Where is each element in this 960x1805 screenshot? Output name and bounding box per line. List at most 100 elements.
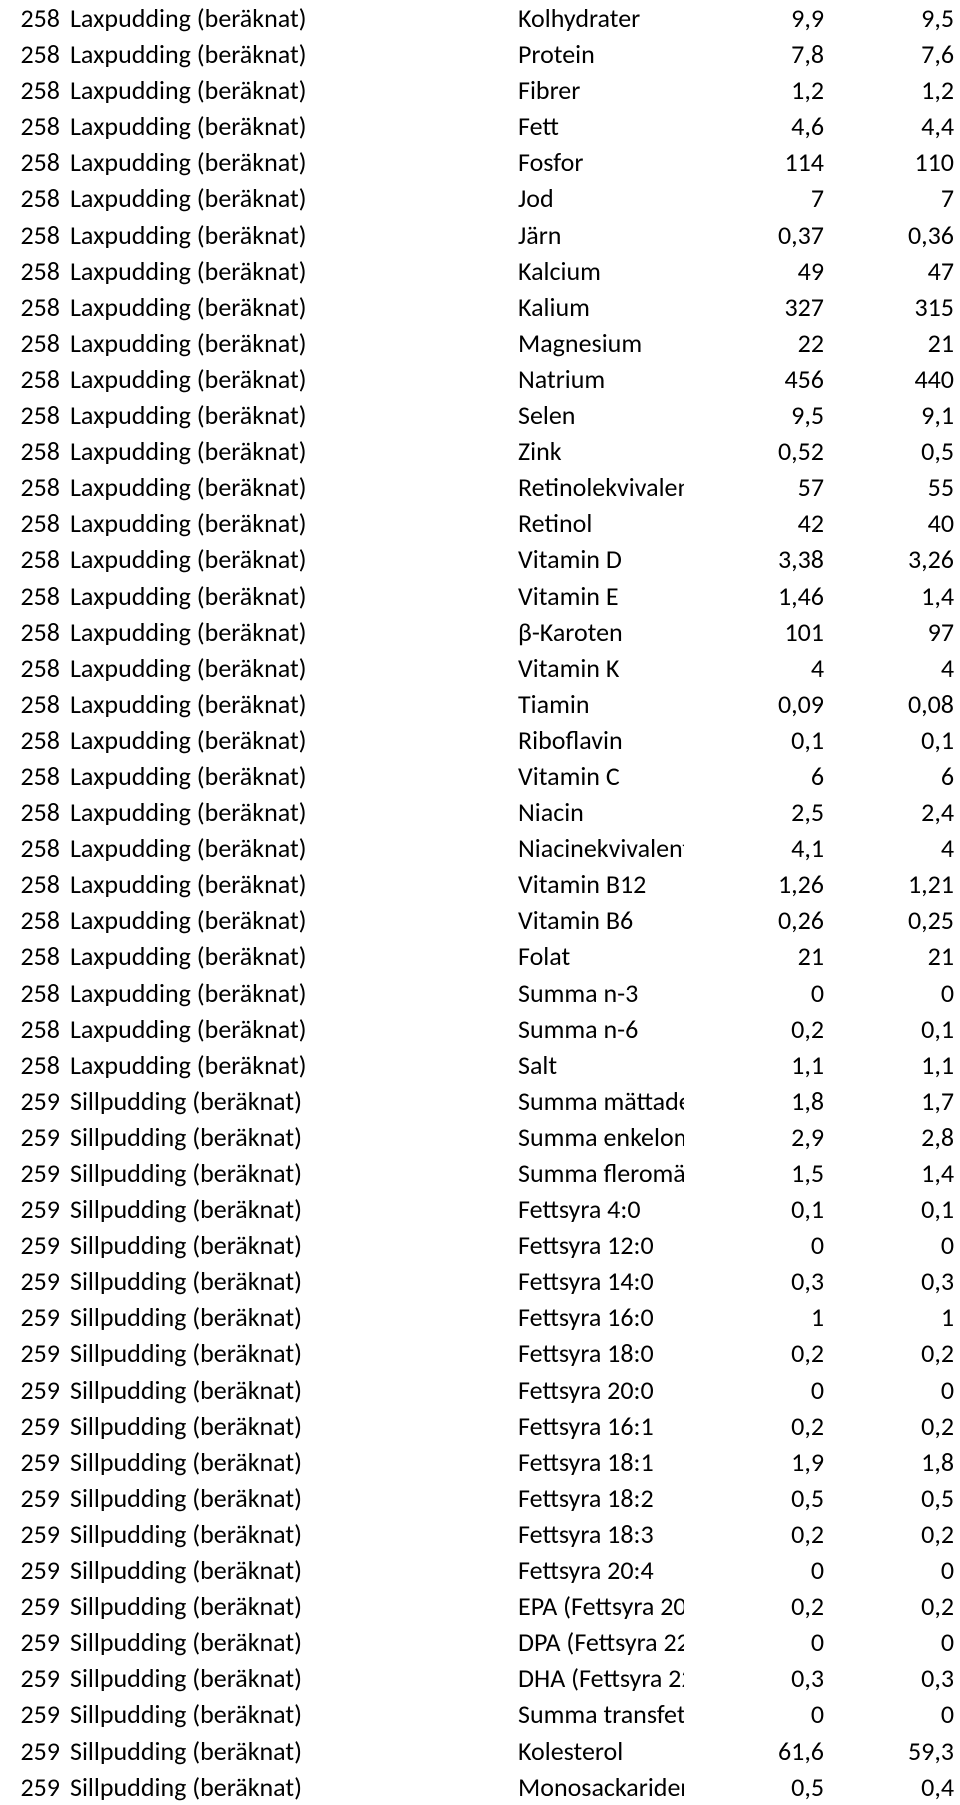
cell-nutrient: Kalcium — [518, 253, 684, 289]
cell-name: Laxpudding (beräknat) — [70, 578, 518, 614]
cell-id: 258 — [0, 217, 70, 253]
cell-value-2: 2,8 — [844, 1119, 954, 1155]
cell-nutrient: Kolhydrater — [518, 0, 684, 36]
cell-value-1: 0,37 — [684, 217, 844, 253]
cell-nutrient: Fettsyra 18:1 — [518, 1444, 684, 1480]
cell-value-2: 0,3 — [844, 1660, 954, 1696]
cell-value-2: 0,5 — [844, 433, 954, 469]
cell-value-2: 0,2 — [844, 1335, 954, 1371]
cell-value-2: 0 — [844, 1227, 954, 1263]
table-row: 258Laxpudding (beräknat)Protein7,87,6 — [0, 36, 960, 72]
cell-id: 258 — [0, 0, 70, 36]
cell-name: Laxpudding (beräknat) — [70, 397, 518, 433]
cell-id: 258 — [0, 144, 70, 180]
cell-nutrient: Fettsyra 16:1 — [518, 1408, 684, 1444]
cell-nutrient: DHA (Fettsyra 22:6) — [518, 1660, 684, 1696]
cell-nutrient: Salt — [518, 1047, 684, 1083]
cell-value-2: 0,25 — [844, 902, 954, 938]
cell-value-1: 3,38 — [684, 541, 844, 577]
cell-value-1: 0,52 — [684, 433, 844, 469]
cell-id: 258 — [0, 180, 70, 216]
cell-name: Sillpudding (beräknat) — [70, 1191, 518, 1227]
cell-name: Laxpudding (beräknat) — [70, 758, 518, 794]
table-row: 258Laxpudding (beräknat)Fosfor114110 — [0, 144, 960, 180]
table-row: 258Laxpudding (beräknat)Natrium456440 — [0, 361, 960, 397]
cell-name: Laxpudding (beräknat) — [70, 830, 518, 866]
cell-value-1: 9,9 — [684, 0, 844, 36]
cell-name: Laxpudding (beräknat) — [70, 938, 518, 974]
cell-id: 258 — [0, 938, 70, 974]
cell-nutrient: Kalium — [518, 289, 684, 325]
cell-id: 259 — [0, 1552, 70, 1588]
cell-name: Sillpudding (beräknat) — [70, 1408, 518, 1444]
cell-value-2: 4 — [844, 830, 954, 866]
cell-value-1: 0 — [684, 1624, 844, 1660]
cell-id: 258 — [0, 614, 70, 650]
cell-id: 259 — [0, 1660, 70, 1696]
cell-value-2: 0,36 — [844, 217, 954, 253]
cell-id: 258 — [0, 1047, 70, 1083]
cell-nutrient: EPA (Fettsyra 20:5) — [518, 1588, 684, 1624]
cell-name: Laxpudding (beräknat) — [70, 0, 518, 36]
cell-value-2: 55 — [844, 469, 954, 505]
cell-value-2: 0,1 — [844, 1011, 954, 1047]
cell-id: 258 — [0, 830, 70, 866]
cell-id: 259 — [0, 1444, 70, 1480]
cell-name: Sillpudding (beräknat) — [70, 1552, 518, 1588]
cell-value-1: 0 — [684, 975, 844, 1011]
cell-value-1: 4,1 — [684, 830, 844, 866]
cell-id: 258 — [0, 72, 70, 108]
cell-value-2: 21 — [844, 325, 954, 361]
cell-nutrient: Fettsyra 4:0 — [518, 1191, 684, 1227]
cell-value-2: 47 — [844, 253, 954, 289]
cell-nutrient: Niacin — [518, 794, 684, 830]
cell-value-1: 1,2 — [684, 72, 844, 108]
cell-name: Laxpudding (beräknat) — [70, 217, 518, 253]
cell-name: Laxpudding (beräknat) — [70, 433, 518, 469]
cell-name: Laxpudding (beräknat) — [70, 686, 518, 722]
cell-name: Laxpudding (beräknat) — [70, 975, 518, 1011]
cell-name: Laxpudding (beräknat) — [70, 469, 518, 505]
table-row: 258Laxpudding (beräknat)Vitamin E1,461,4 — [0, 578, 960, 614]
cell-value-1: 61,6 — [684, 1733, 844, 1769]
cell-value-2: 0 — [844, 1696, 954, 1732]
cell-nutrient: Vitamin B12 — [518, 866, 684, 902]
cell-value-1: 1,1 — [684, 1047, 844, 1083]
cell-nutrient: Vitamin E — [518, 578, 684, 614]
cell-value-1: 4 — [684, 650, 844, 686]
cell-value-1: 1,9 — [684, 1444, 844, 1480]
cell-value-2: 9,5 — [844, 0, 954, 36]
cell-name: Laxpudding (beräknat) — [70, 108, 518, 144]
cell-nutrient: Riboflavin — [518, 722, 684, 758]
table-row: 259Sillpudding (beräknat)Fettsyra 18:00,… — [0, 1335, 960, 1371]
cell-id: 258 — [0, 650, 70, 686]
cell-value-2: 59,3 — [844, 1733, 954, 1769]
cell-value-1: 21 — [684, 938, 844, 974]
cell-name: Laxpudding (beräknat) — [70, 72, 518, 108]
cell-value-2: 4 — [844, 650, 954, 686]
cell-name: Sillpudding (beräknat) — [70, 1119, 518, 1155]
cell-nutrient: Protein — [518, 36, 684, 72]
cell-name: Sillpudding (beräknat) — [70, 1696, 518, 1732]
cell-value-1: 0,2 — [684, 1408, 844, 1444]
cell-id: 258 — [0, 253, 70, 289]
cell-name: Laxpudding (beräknat) — [70, 650, 518, 686]
cell-id: 258 — [0, 902, 70, 938]
table-row: 258Laxpudding (beräknat)Kalcium4947 — [0, 253, 960, 289]
cell-value-2: 4,4 — [844, 108, 954, 144]
cell-value-2: 0,2 — [844, 1588, 954, 1624]
table-row: 258Laxpudding (beräknat)Fett4,64,4 — [0, 108, 960, 144]
cell-id: 259 — [0, 1191, 70, 1227]
cell-value-1: 2,9 — [684, 1119, 844, 1155]
cell-id: 258 — [0, 108, 70, 144]
cell-value-1: 1,46 — [684, 578, 844, 614]
cell-nutrient: Fettsyra 18:2 — [518, 1480, 684, 1516]
cell-name: Sillpudding (beräknat) — [70, 1372, 518, 1408]
cell-id: 258 — [0, 397, 70, 433]
cell-nutrient: Summa enkelomättade — [518, 1119, 684, 1155]
cell-value-1: 0,26 — [684, 902, 844, 938]
cell-value-2: 2,4 — [844, 794, 954, 830]
cell-nutrient: Fettsyra 14:0 — [518, 1263, 684, 1299]
cell-value-1: 0,3 — [684, 1660, 844, 1696]
cell-id: 259 — [0, 1083, 70, 1119]
